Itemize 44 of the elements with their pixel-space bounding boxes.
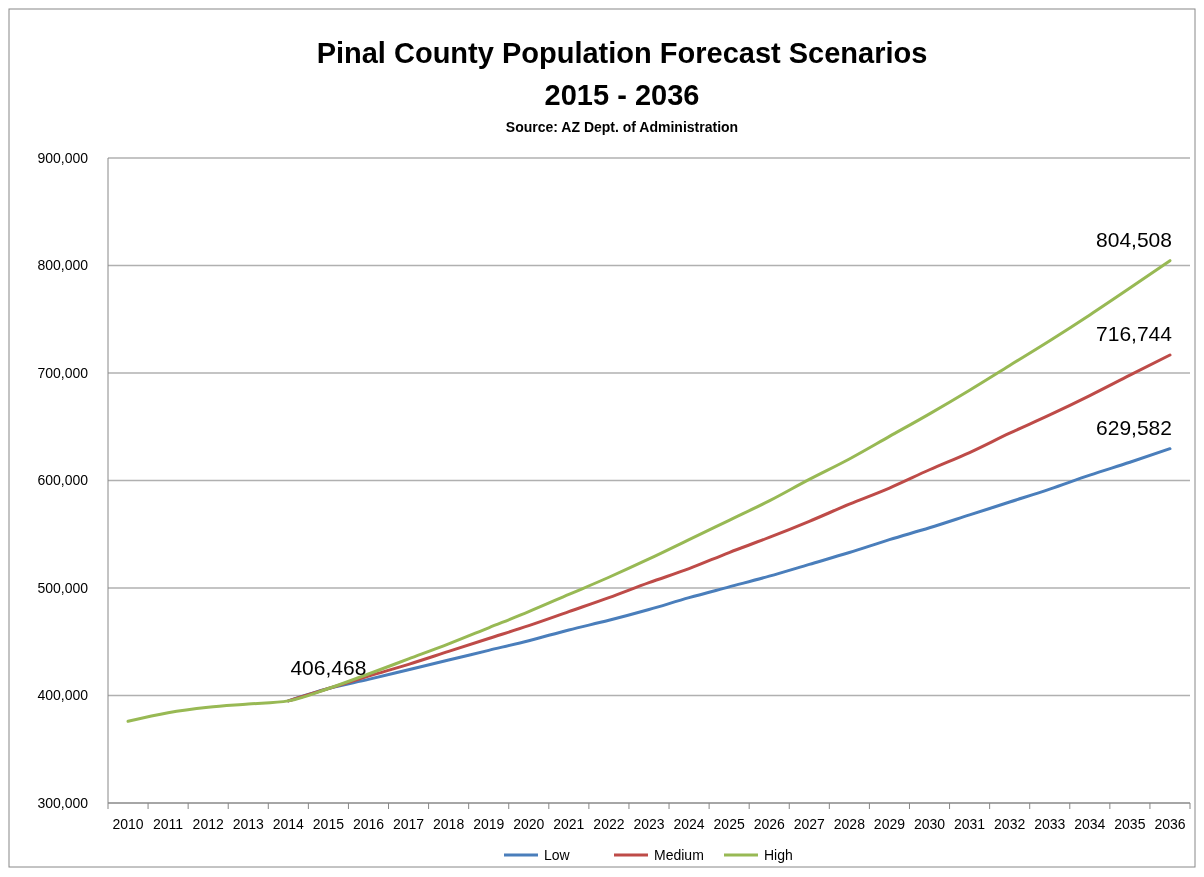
legend-label: Low <box>544 846 571 863</box>
x-tick-label: 2032 <box>994 816 1026 832</box>
x-tick-label: 2018 <box>433 816 465 832</box>
y-tick-label: 900,000 <box>37 149 89 166</box>
y-tick-label: 300,000 <box>37 794 89 811</box>
y-tick-label: 700,000 <box>37 364 89 381</box>
annotation: 406,468 <box>290 655 367 679</box>
annotation: 629,582 <box>1096 415 1172 439</box>
x-tick-label: 2011 <box>153 816 184 832</box>
x-tick-label: 2027 <box>793 816 826 832</box>
legend-label: Medium <box>654 846 704 863</box>
x-tick-label: 2025 <box>713 816 745 832</box>
y-tick-label: 500,000 <box>37 579 89 596</box>
legend-label: High <box>764 846 793 863</box>
x-tick-label: 2034 <box>1074 816 1106 832</box>
x-tick-label: 2016 <box>352 816 385 832</box>
x-tick-label: 2030 <box>913 816 946 832</box>
x-tick-label: 2031 <box>954 816 986 832</box>
source-note: Source: AZ Dept. of Administration <box>505 119 739 135</box>
x-tick-label: 2010 <box>112 816 144 832</box>
x-tick-label: 2026 <box>753 816 785 832</box>
x-tick-label: 2015 <box>312 816 345 832</box>
x-tick-label: 2022 <box>593 816 625 832</box>
x-tick-label: 2029 <box>873 816 906 832</box>
x-tick-label: 2020 <box>513 816 545 832</box>
x-tick-label: 2033 <box>1034 816 1066 832</box>
chart-title: Pinal County Population Forecast Scenarios 2015 - 2036 <box>316 37 928 111</box>
annotation: 716,744 <box>1096 322 1173 345</box>
y-tick-label: 600,000 <box>37 472 89 489</box>
x-tick-label: 2021 <box>553 816 585 832</box>
x-tick-label: 2014 <box>272 816 305 832</box>
x-tick-label: 2024 <box>673 816 705 832</box>
x-tick-label: 2019 <box>473 816 505 832</box>
x-tick-label: 2013 <box>232 816 265 832</box>
line-series <box>126 259 1172 723</box>
x-tick-label: 2023 <box>633 816 665 832</box>
x-tick-label: 2036 <box>1154 816 1186 832</box>
y-tick-label: 400,000 <box>37 687 89 704</box>
x-tick-label: 2017 <box>392 816 425 832</box>
x-tick-label: 2028 <box>833 816 866 832</box>
y-tick-label: 800,000 <box>37 257 89 274</box>
x-tick-label: 2012 <box>192 816 224 832</box>
x-tick-label: 2035 <box>1114 816 1146 832</box>
annotation: 804,508 <box>1096 227 1172 251</box>
